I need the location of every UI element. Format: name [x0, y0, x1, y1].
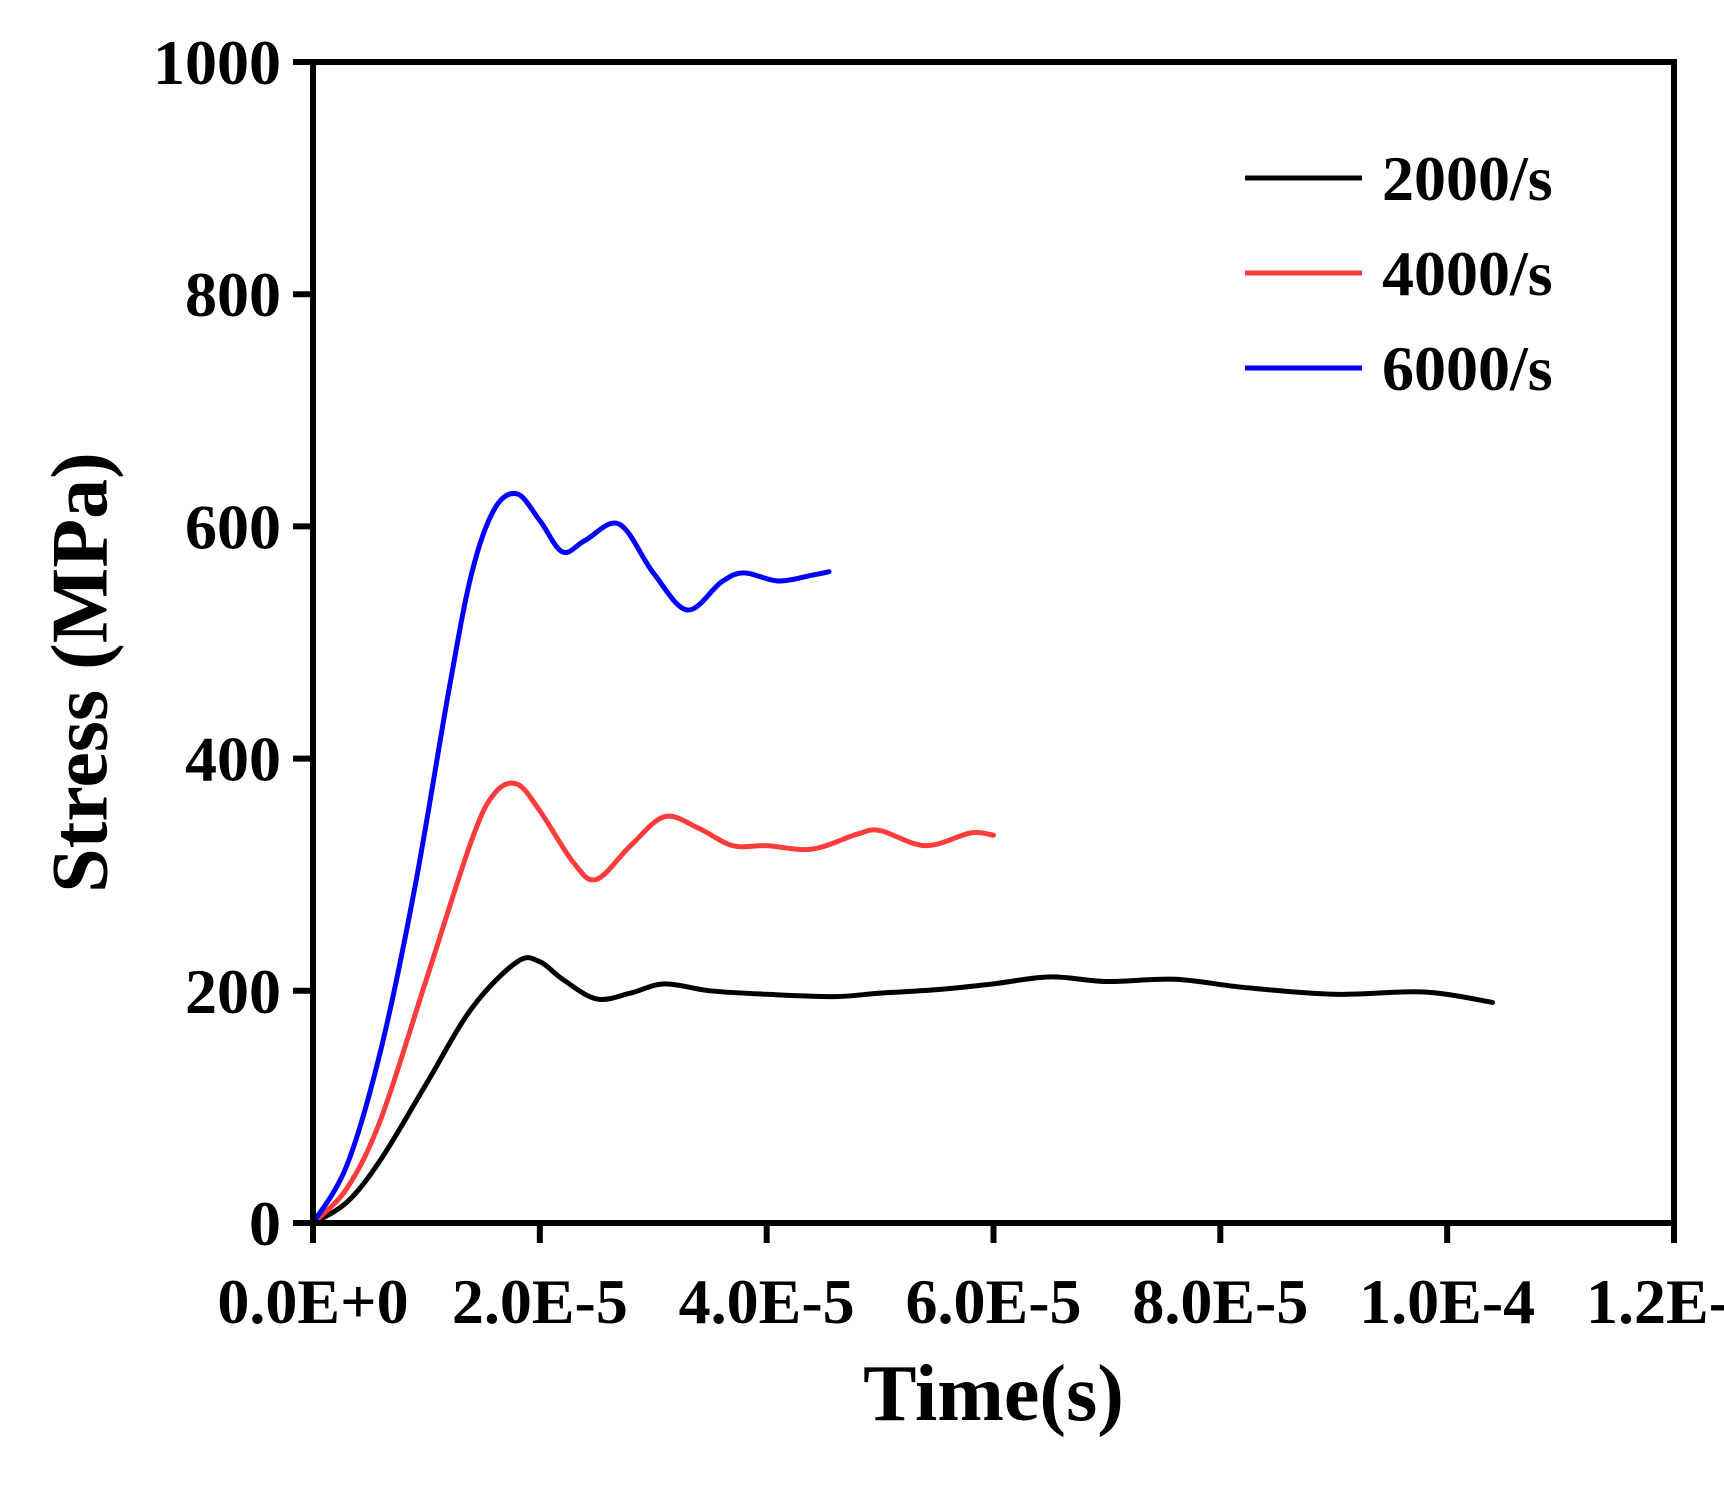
y-tick-label: 600 — [185, 491, 281, 562]
x-tick-label: 1.2E-4 — [1586, 1266, 1724, 1337]
x-tick-label: 4.0E-5 — [679, 1266, 855, 1337]
series-line-2000-per-s — [310, 955, 1496, 1226]
x-tick-label: 2.0E-5 — [452, 1266, 628, 1337]
y-tick-label: 800 — [185, 259, 281, 330]
series-layer — [310, 490, 1496, 1226]
x-tick-label: 6.0E-5 — [906, 1266, 1082, 1337]
y-tick-label: 200 — [185, 956, 281, 1027]
legend: 2000/s 4000/s 6000/s — [1245, 143, 1553, 404]
x-tick-label: 8.0E-5 — [1132, 1266, 1308, 1337]
plot-frame — [310, 59, 1677, 1226]
y-axis-title: Stress (MPa) — [36, 452, 124, 893]
legend-label-4000-per-s: 4000/s — [1382, 238, 1553, 309]
legend-label-6000-per-s: 6000/s — [1382, 333, 1553, 404]
y-tick-label: 1000 — [153, 27, 281, 98]
x-axis-title: Time(s) — [863, 1350, 1124, 1438]
x-tick-label: 1.0E-4 — [1359, 1266, 1535, 1337]
axes-layer: 0.0E+0 2.0E-5 4.0E-5 6.0E-5 8.0E-5 1.0E-4 1.2E… — [153, 27, 1724, 1337]
series-line-4000-per-s — [310, 780, 996, 1226]
y-tick-label: 400 — [185, 724, 281, 795]
series-line-6000-per-s — [310, 490, 832, 1226]
y-tick-label: 0 — [249, 1188, 281, 1259]
legend-label-2000-per-s: 2000/s — [1382, 143, 1553, 214]
x-tick-label: 0.0E+0 — [217, 1266, 408, 1337]
